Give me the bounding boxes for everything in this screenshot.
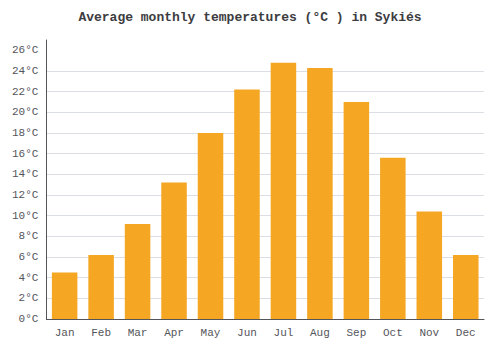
svg-text:Aug: Aug bbox=[310, 327, 330, 339]
svg-text:Dec: Dec bbox=[456, 327, 476, 339]
svg-text:Jul: Jul bbox=[274, 327, 294, 339]
svg-text:4°C: 4°C bbox=[19, 272, 39, 284]
svg-text:26°C: 26°C bbox=[12, 44, 39, 56]
svg-text:May: May bbox=[201, 327, 221, 339]
svg-text:Oct: Oct bbox=[383, 327, 403, 339]
svg-text:0°C: 0°C bbox=[19, 313, 39, 325]
svg-text:16°C: 16°C bbox=[12, 148, 39, 160]
svg-text:14°C: 14°C bbox=[12, 168, 39, 180]
svg-text:Jan: Jan bbox=[55, 327, 75, 339]
svg-text:Average monthly temperatures (: Average monthly temperatures (°C ) in Sy… bbox=[78, 10, 421, 25]
svg-text:Apr: Apr bbox=[164, 327, 184, 339]
svg-text:6°C: 6°C bbox=[19, 251, 39, 263]
svg-text:Nov: Nov bbox=[419, 327, 439, 339]
svg-text:Feb: Feb bbox=[91, 327, 111, 339]
svg-text:2°C: 2°C bbox=[19, 292, 39, 304]
svg-text:Sep: Sep bbox=[346, 327, 366, 339]
svg-text:8°C: 8°C bbox=[19, 230, 39, 242]
svg-text:22°C: 22°C bbox=[12, 86, 39, 98]
svg-text:10°C: 10°C bbox=[12, 210, 39, 222]
svg-text:12°C: 12°C bbox=[12, 189, 39, 201]
svg-text:20°C: 20°C bbox=[12, 106, 39, 118]
svg-text:Jun: Jun bbox=[237, 327, 257, 339]
svg-text:Mar: Mar bbox=[128, 327, 148, 339]
svg-text:24°C: 24°C bbox=[12, 65, 39, 77]
svg-text:18°C: 18°C bbox=[12, 127, 39, 139]
